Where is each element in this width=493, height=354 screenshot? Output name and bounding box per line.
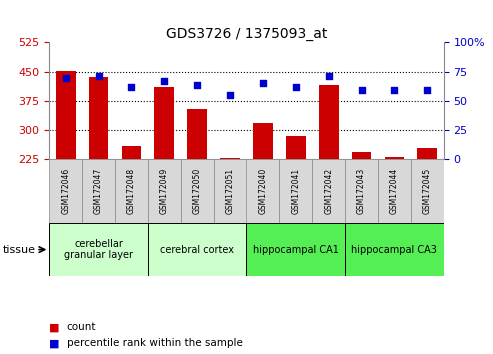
Bar: [312, 159, 345, 223]
Point: [292, 84, 300, 90]
Bar: [345, 223, 444, 276]
Bar: [49, 223, 148, 276]
Point: [357, 87, 365, 93]
Text: GSM172048: GSM172048: [127, 168, 136, 214]
Bar: [385, 157, 404, 159]
Point: [423, 87, 431, 93]
Bar: [49, 159, 82, 223]
Bar: [286, 136, 306, 159]
Point: [128, 84, 136, 90]
Point: [95, 74, 103, 79]
Bar: [220, 158, 240, 159]
Point: [62, 75, 70, 80]
Text: count: count: [67, 322, 96, 332]
Text: GSM172044: GSM172044: [390, 168, 399, 214]
Text: ■: ■: [49, 338, 60, 348]
Bar: [280, 159, 312, 223]
Bar: [246, 159, 280, 223]
Bar: [345, 159, 378, 223]
Bar: [411, 159, 444, 223]
Bar: [378, 159, 411, 223]
Point: [193, 82, 201, 87]
Bar: [187, 109, 207, 159]
Text: hippocampal CA3: hippocampal CA3: [352, 245, 437, 255]
Text: GSM172040: GSM172040: [258, 168, 267, 214]
Bar: [122, 147, 141, 159]
Text: GSM172042: GSM172042: [324, 168, 333, 214]
Text: percentile rank within the sample: percentile rank within the sample: [67, 338, 243, 348]
Point: [325, 74, 333, 79]
Bar: [352, 152, 371, 159]
Bar: [213, 159, 246, 223]
Point: [259, 80, 267, 86]
Text: cerebral cortex: cerebral cortex: [160, 245, 234, 255]
Point: [160, 78, 168, 84]
Bar: [154, 87, 174, 159]
Bar: [246, 223, 345, 276]
Text: GSM172047: GSM172047: [94, 168, 103, 214]
Bar: [148, 223, 246, 276]
Bar: [148, 159, 181, 223]
Text: GSM172046: GSM172046: [61, 168, 70, 214]
Text: GSM172050: GSM172050: [193, 168, 202, 214]
Text: GSM172045: GSM172045: [423, 168, 432, 214]
Text: GSM172051: GSM172051: [226, 168, 235, 214]
Text: GSM172043: GSM172043: [357, 168, 366, 214]
Bar: [56, 70, 75, 159]
Text: cerebellar
granular layer: cerebellar granular layer: [64, 239, 133, 261]
Text: tissue: tissue: [2, 245, 35, 255]
Text: ■: ■: [49, 322, 60, 332]
Bar: [418, 148, 437, 159]
Bar: [253, 123, 273, 159]
Bar: [115, 159, 148, 223]
Text: GSM172041: GSM172041: [291, 168, 300, 214]
Text: hippocampal CA1: hippocampal CA1: [253, 245, 339, 255]
Point: [390, 87, 398, 93]
Bar: [89, 77, 108, 159]
Point: [226, 92, 234, 98]
Bar: [82, 159, 115, 223]
Title: GDS3726 / 1375093_at: GDS3726 / 1375093_at: [166, 28, 327, 41]
Bar: [181, 159, 213, 223]
Text: GSM172049: GSM172049: [160, 168, 169, 214]
Bar: [319, 85, 339, 159]
